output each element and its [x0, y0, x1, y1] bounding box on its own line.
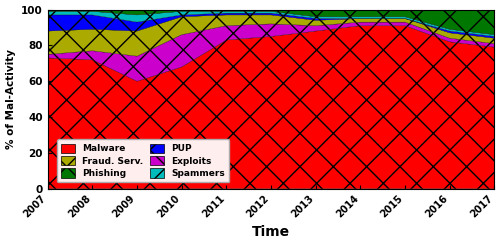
Legend: Malware, Fraud. Serv., Phishing, PUP, Exploits, Spammers: Malware, Fraud. Serv., Phishing, PUP, Ex…	[56, 139, 230, 183]
X-axis label: Time: Time	[252, 225, 290, 239]
Y-axis label: % of Mal-Activity: % of Mal-Activity	[6, 49, 16, 149]
